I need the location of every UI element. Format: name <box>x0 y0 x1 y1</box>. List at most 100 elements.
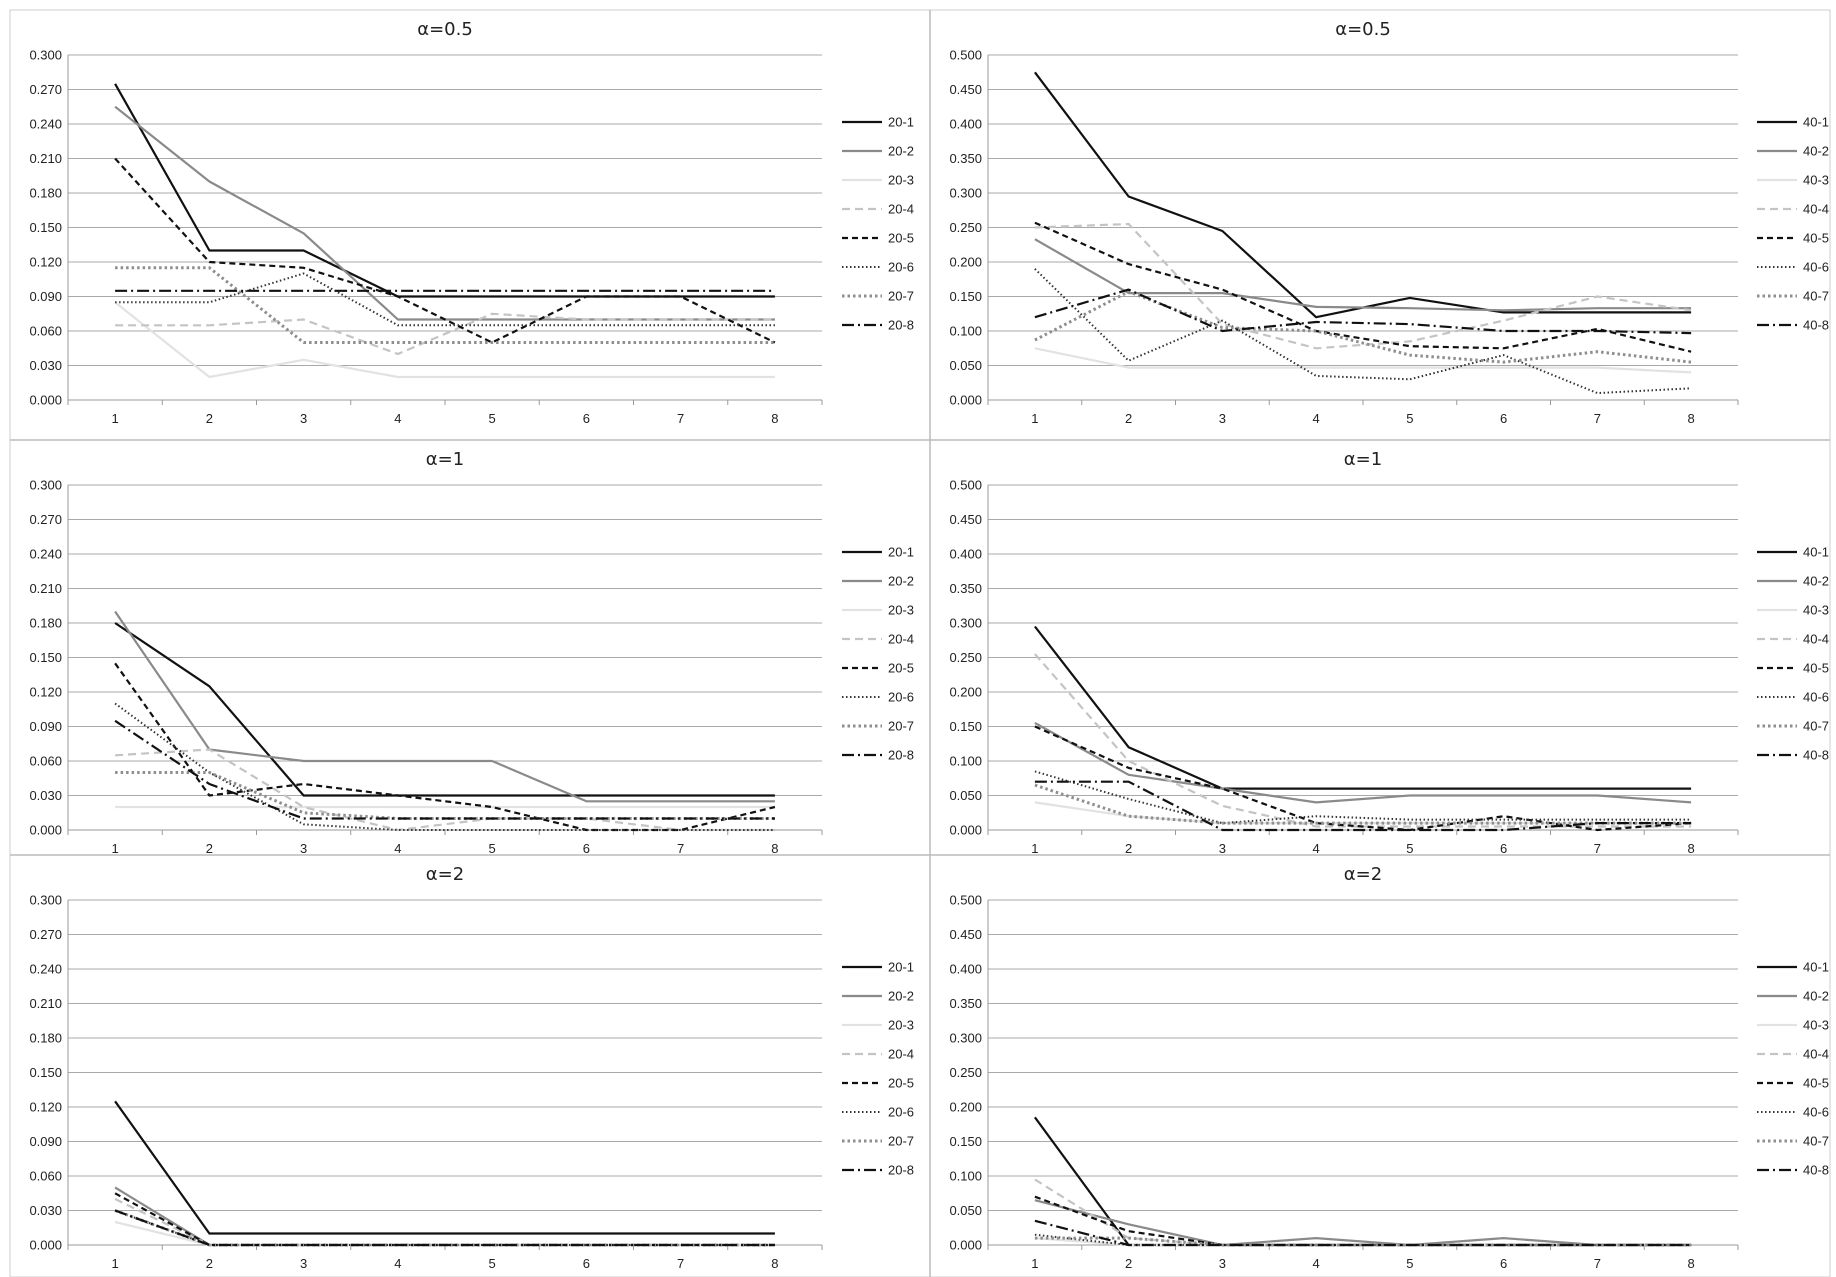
chart-panel-2: α=0.5 0.000 0.050 0.100 0.150 0.200 0.250 0.300… <box>949 19 1829 426</box>
series-line-40-2 <box>1034 238 1692 312</box>
series-line-20-4 <box>115 312 775 356</box>
x-tick-label: 2 <box>206 411 213 426</box>
y-tick-label: 0.050 <box>949 358 982 373</box>
y-tick-label: 0.250 <box>949 650 982 665</box>
x-tick-label: 1 <box>1031 1256 1038 1271</box>
legend-label: 20-3 <box>888 173 914 188</box>
y-tick-label: 0.300 <box>29 893 62 908</box>
legend-label: 40-6 <box>1803 690 1829 705</box>
y-tick-label: 0.060 <box>29 754 62 769</box>
legend-label: 20-8 <box>888 748 914 763</box>
legend-label: 20-3 <box>888 603 914 618</box>
series-line-40-7 <box>1034 783 1692 825</box>
y-tick-label: 0.180 <box>29 1031 62 1046</box>
x-tick-label: 8 <box>1688 1256 1695 1271</box>
y-tick-label: 0.150 <box>949 289 982 304</box>
legend-label: 40-7 <box>1803 719 1829 734</box>
legend-label: 20-1 <box>888 545 914 560</box>
series-line-20-7 <box>114 1209 775 1247</box>
x-tick-label: 3 <box>300 411 307 426</box>
x-tick-label: 7 <box>677 841 684 856</box>
y-tick-label: 0.100 <box>949 1169 982 1184</box>
x-tick-label: 6 <box>583 1256 590 1271</box>
legend-label: 40-6 <box>1803 260 1829 275</box>
legend-label: 20-5 <box>888 231 914 246</box>
legend: 40-1 40-2 40-3 40-4 40-5 40-6 40-7 40-8 <box>1757 545 1829 763</box>
x-tick-label: 2 <box>1125 841 1132 856</box>
legend: 20-1 20-2 20-3 20-4 20-5 20-6 20-7 20-8 <box>842 960 914 1178</box>
y-tick-label: 0.200 <box>949 255 982 270</box>
legend-label: 20-6 <box>888 690 914 705</box>
legend-label: 40-2 <box>1803 574 1829 589</box>
y-tick-label: 0.240 <box>29 962 62 977</box>
x-tick-label: 8 <box>771 411 778 426</box>
chart-panel-4: α=1 0.000 0.050 0.100 0.150 0.200 0.250 0.300 0.… <box>949 449 1829 856</box>
legend-label: 40-2 <box>1803 989 1829 1004</box>
series-line-20-2 <box>114 610 775 803</box>
y-tick-label: 0.030 <box>29 358 62 373</box>
y-tick-label: 0.350 <box>949 996 982 1011</box>
x-tick-label: 3 <box>300 841 307 856</box>
y-tick-label: 0.150 <box>29 1065 62 1080</box>
series-line-20-8 <box>114 719 775 820</box>
y-tick-label: 0.030 <box>29 1203 62 1218</box>
legend-label: 20-6 <box>888 260 914 275</box>
y-tick-label: 0.210 <box>29 581 62 596</box>
y-tick-label: 0.300 <box>29 48 62 63</box>
legend-label: 40-3 <box>1803 173 1829 188</box>
y-tick-label: 0.150 <box>949 719 982 734</box>
chart-title: α=0.5 <box>417 19 473 40</box>
x-tick-label: 3 <box>1219 841 1226 856</box>
y-tick-label: 0.300 <box>29 478 62 493</box>
series-line-40-4 <box>1034 1178 1692 1247</box>
y-tick-label: 0.270 <box>29 82 62 97</box>
y-tick-label: 0.180 <box>29 616 62 631</box>
y-tick-label: 0.000 <box>949 393 982 408</box>
legend-label: 20-7 <box>888 289 914 304</box>
series-line-40-5 <box>1034 1195 1692 1247</box>
x-tick-label: 6 <box>583 411 590 426</box>
y-tick-label: 0.120 <box>29 685 62 700</box>
x-tick-label: 4 <box>1313 1256 1320 1271</box>
series-line-20-6 <box>115 272 775 327</box>
series-line-40-1 <box>1034 625 1692 790</box>
legend-label: 40-7 <box>1803 289 1829 304</box>
y-tick-label: 0.500 <box>949 893 982 908</box>
legend-label: 40-5 <box>1803 1076 1829 1091</box>
x-tick-label: 8 <box>771 841 778 856</box>
y-tick-label: 0.210 <box>29 151 62 166</box>
series-line-40-3 <box>1034 347 1692 374</box>
chart-panel-3: α=1 0.000 0.030 0.060 0.090 0.120 0.150 0.180 0.… <box>29 449 914 856</box>
legend-label: 20-3 <box>888 1018 914 1033</box>
y-tick-label: 0.350 <box>949 151 982 166</box>
y-tick-label: 0.050 <box>949 788 982 803</box>
y-tick-label: 0.100 <box>949 754 982 769</box>
legend-label: 40-8 <box>1803 318 1829 333</box>
legend-label: 40-5 <box>1803 661 1829 676</box>
series-line-40-8 <box>1034 288 1692 335</box>
x-tick-label: 3 <box>1219 411 1226 426</box>
y-tick-label: 0.300 <box>949 616 982 631</box>
x-tick-label: 1 <box>1031 841 1038 856</box>
y-tick-label: 0.030 <box>29 788 62 803</box>
x-tick-label: 7 <box>1594 841 1601 856</box>
series-line-20-1 <box>114 622 775 797</box>
x-tick-label: 7 <box>1594 1256 1601 1271</box>
y-tick-label: 0.250 <box>949 1065 982 1080</box>
x-tick-label: 2 <box>206 1256 213 1271</box>
series-line-40-6 <box>1034 1233 1692 1246</box>
x-tick-label: 5 <box>489 841 496 856</box>
y-tick-label: 0.100 <box>949 324 982 339</box>
legend: 20-1 20-2 20-3 20-4 20-5 20-6 20-7 20-8 <box>842 115 914 333</box>
x-tick-label: 5 <box>489 1256 496 1271</box>
y-tick-label: 0.000 <box>29 1238 62 1253</box>
series-line-40-4 <box>1034 222 1692 350</box>
y-tick-label: 0.000 <box>29 823 62 838</box>
x-tick-label: 2 <box>1125 411 1132 426</box>
legend-label: 20-8 <box>888 318 914 333</box>
y-tick-label: 0.200 <box>949 685 982 700</box>
x-tick-label: 8 <box>771 1256 778 1271</box>
legend-label: 20-5 <box>888 1076 914 1091</box>
legend-label: 40-5 <box>1803 231 1829 246</box>
y-tick-label: 0.060 <box>29 324 62 339</box>
